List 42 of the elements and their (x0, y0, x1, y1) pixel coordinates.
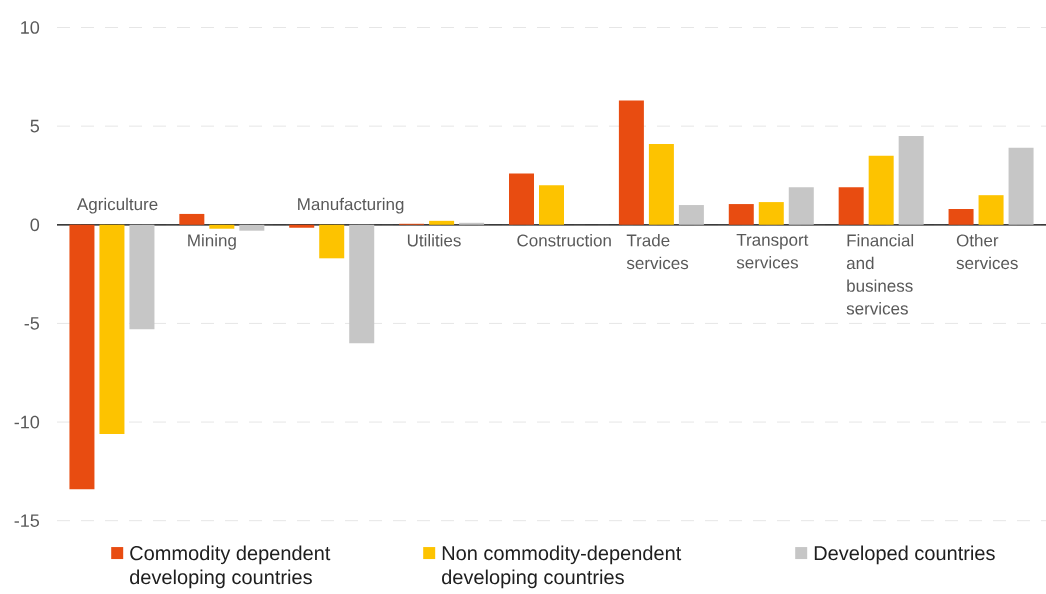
y-tick-label: 5 (30, 119, 40, 133)
bar (539, 185, 564, 225)
x-tick-label: Mining (188, 233, 236, 250)
bar (758, 202, 784, 225)
bar (618, 100, 644, 225)
bar (129, 224, 155, 330)
bar (239, 224, 265, 231)
y-tick-label: 0 (30, 218, 40, 232)
x-tick-label: Financial and business services (846, 233, 914, 315)
y-tick-label: -15 (14, 514, 40, 527)
bar (69, 224, 95, 490)
y-tick-label: -10 (14, 415, 40, 429)
bar (838, 187, 864, 225)
y-tick-label: -5 (24, 317, 40, 330)
bar (868, 155, 894, 225)
x-tick-label: Agriculture (76, 197, 158, 214)
bar (99, 224, 125, 434)
bar (289, 224, 315, 228)
x-tick-label: Construction (517, 233, 611, 247)
legend-label: Developed countries (814, 545, 995, 565)
bar (678, 205, 704, 225)
bar (1008, 147, 1034, 225)
x-tick-label: Trade services (626, 233, 689, 270)
bar (209, 224, 235, 229)
bar (648, 143, 674, 225)
bar (978, 195, 1004, 225)
x-tick-label: Transport services (736, 233, 809, 269)
bar (429, 220, 455, 225)
bar (788, 187, 814, 225)
bar (728, 204, 754, 225)
bar (179, 213, 205, 225)
x-tick-label: Utilities (407, 233, 461, 247)
legend-label: Commodity dependent developing countries (130, 545, 331, 589)
bar (319, 224, 345, 259)
x-tick-label: Other services (956, 233, 1018, 270)
legend-label: Non commodity-dependent developing countries (442, 545, 682, 589)
bar (898, 136, 924, 225)
bar (509, 173, 534, 225)
bar (349, 224, 375, 344)
bar (948, 209, 974, 225)
y-tick-label: 10 (21, 21, 40, 34)
x-tick-label: Manufacturing (298, 197, 404, 214)
